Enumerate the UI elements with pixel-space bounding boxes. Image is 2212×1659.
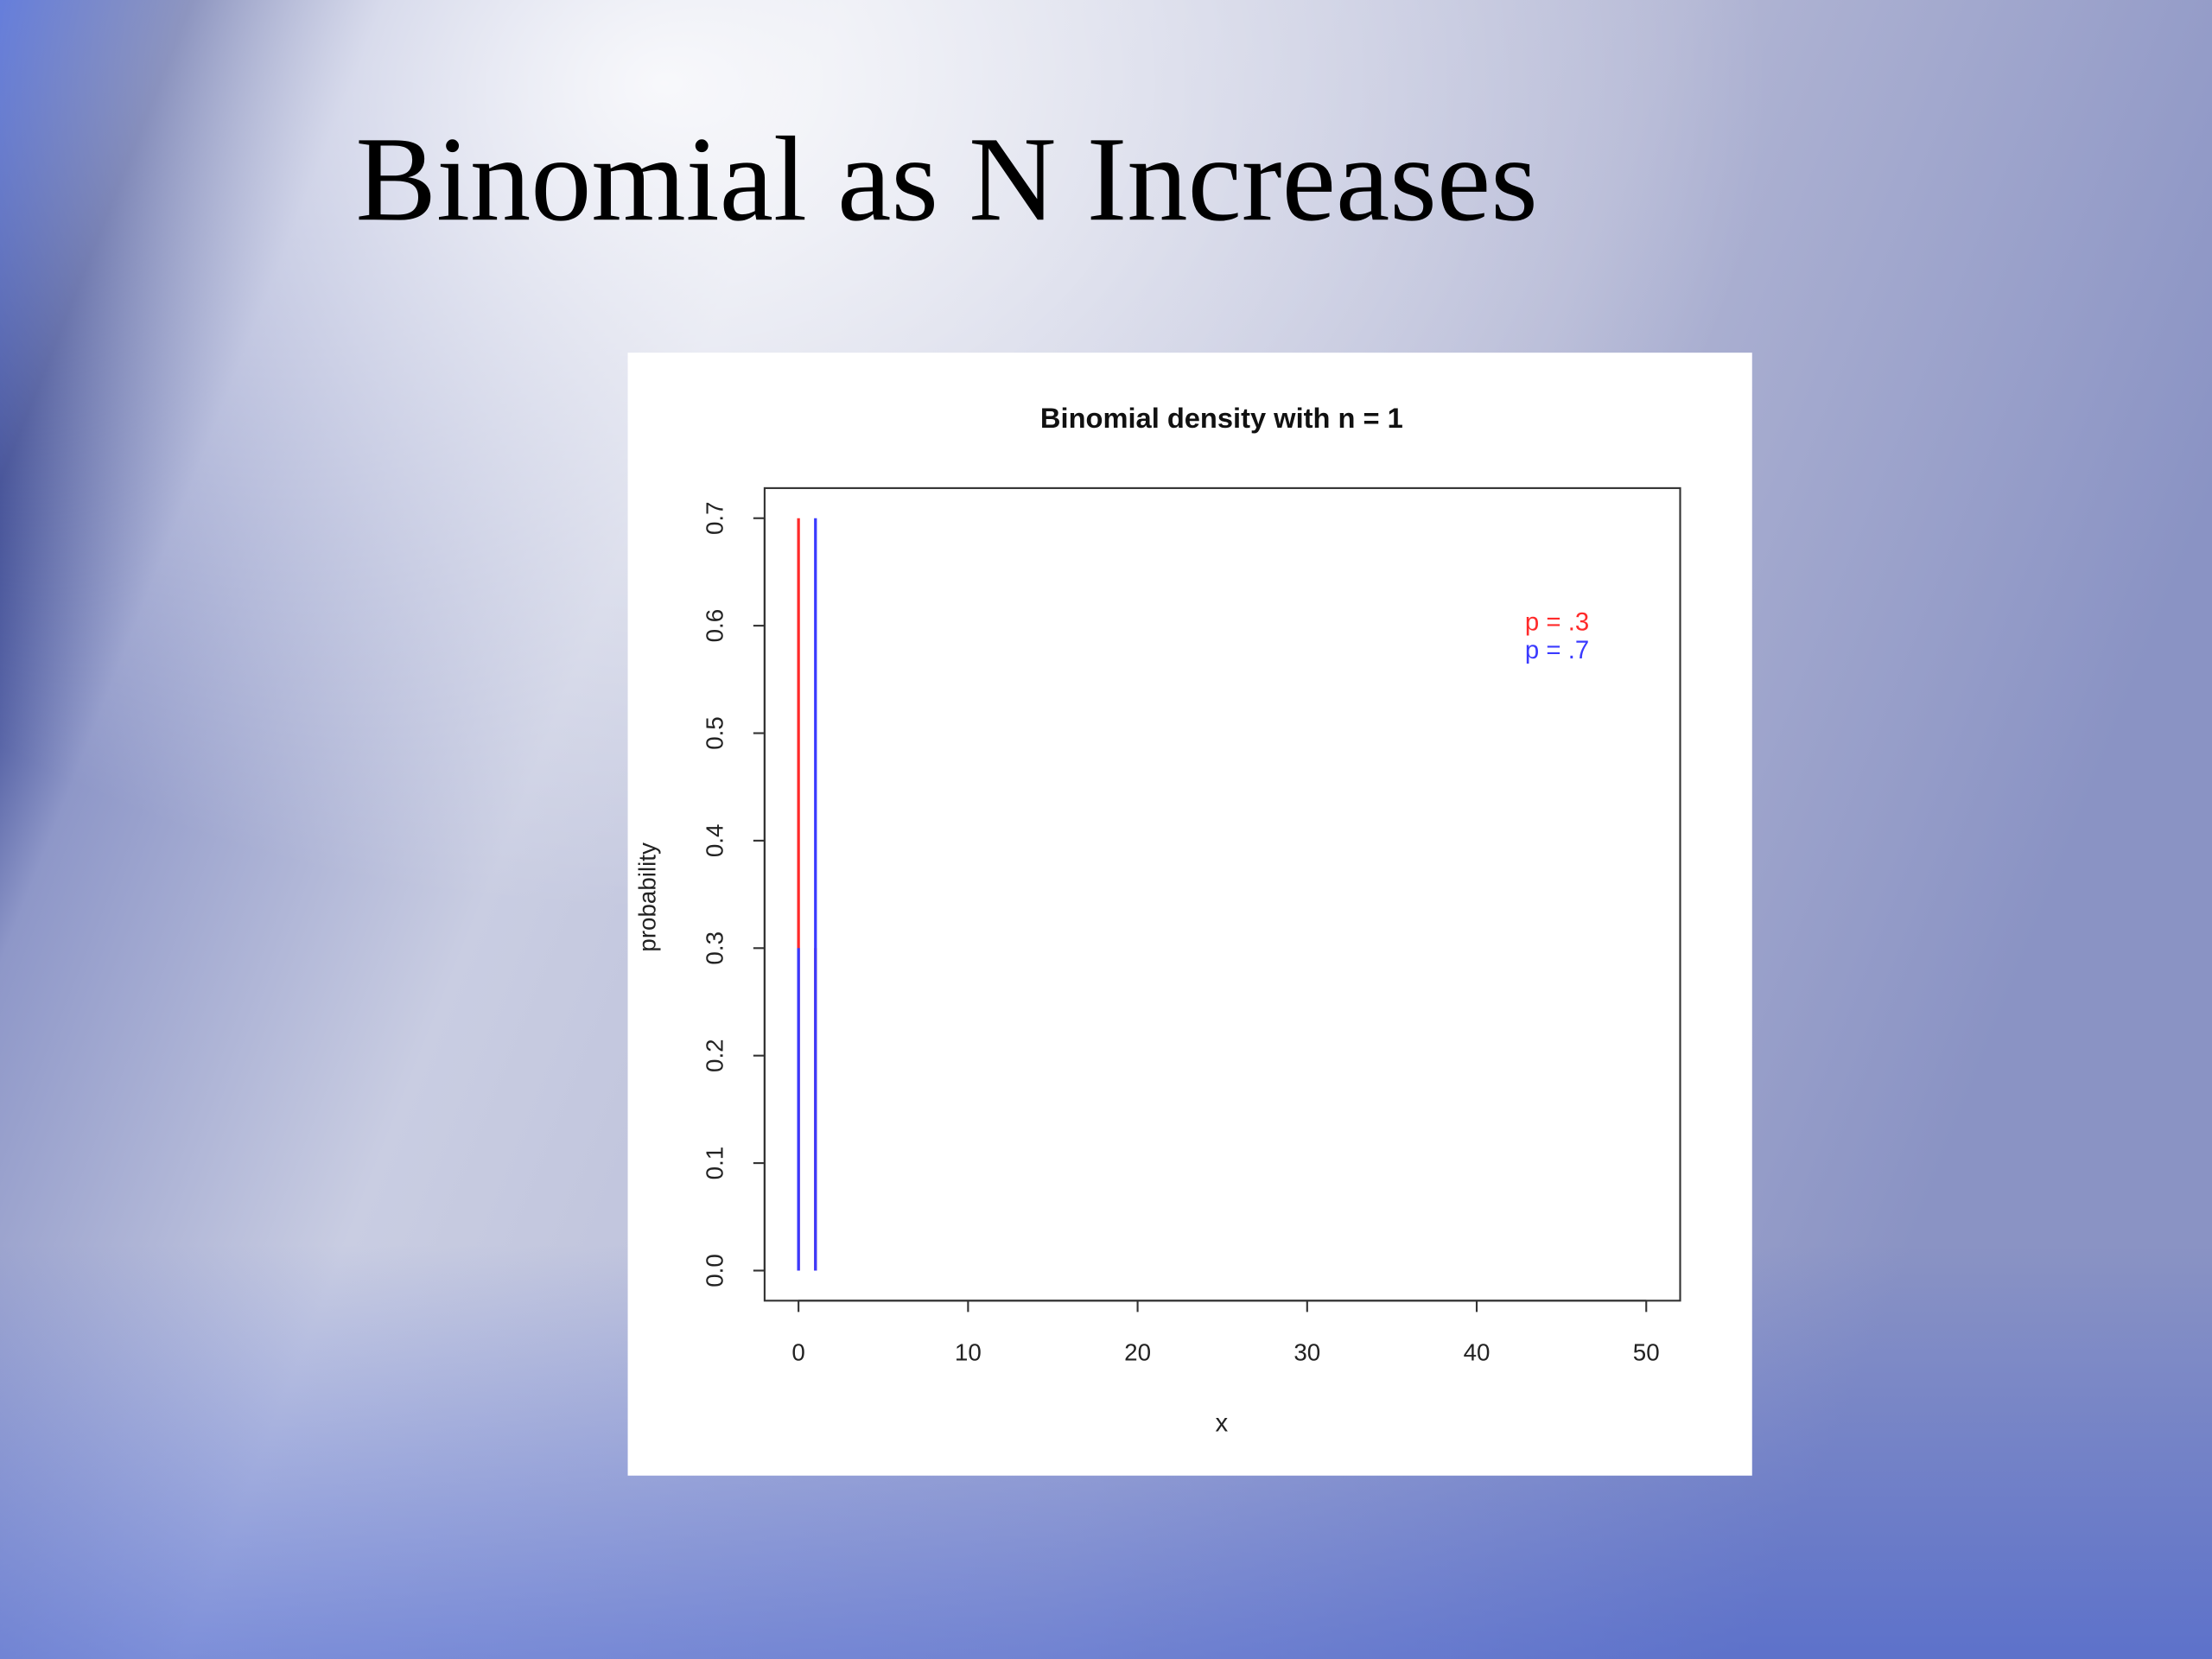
y-axis-label: probability	[633, 842, 660, 952]
x-tick-label: 0	[791, 1339, 804, 1366]
y-tick-label: 0.7	[702, 501, 728, 535]
x-tick-label: 30	[1294, 1339, 1320, 1366]
x-axis-label: x	[1216, 1409, 1229, 1438]
slide-title: Binomial as N Increases	[355, 112, 1537, 246]
chart-panel	[627, 353, 1752, 1476]
y-tick-label: 0.1	[702, 1147, 728, 1180]
chart-title: Binomial density with n = 1	[1040, 402, 1403, 434]
x-tick-label: 10	[955, 1339, 982, 1366]
x-tick-label: 50	[1633, 1339, 1660, 1366]
x-tick-label: 40	[1464, 1339, 1491, 1366]
legend-entry: p = .7	[1525, 636, 1589, 664]
y-tick-label: 0.3	[702, 931, 728, 965]
chart: Binomial density with n = 1 x probabilit…	[633, 402, 1681, 1438]
legend-entry: p = .3	[1525, 607, 1589, 636]
y-tick-label: 0.0	[702, 1254, 728, 1287]
y-tick-label: 0.2	[702, 1039, 728, 1072]
y-tick-label: 0.5	[702, 716, 728, 750]
y-tick-label: 0.6	[702, 609, 728, 643]
x-tick-label: 20	[1124, 1339, 1151, 1366]
y-tick-label: 0.4	[702, 824, 728, 858]
